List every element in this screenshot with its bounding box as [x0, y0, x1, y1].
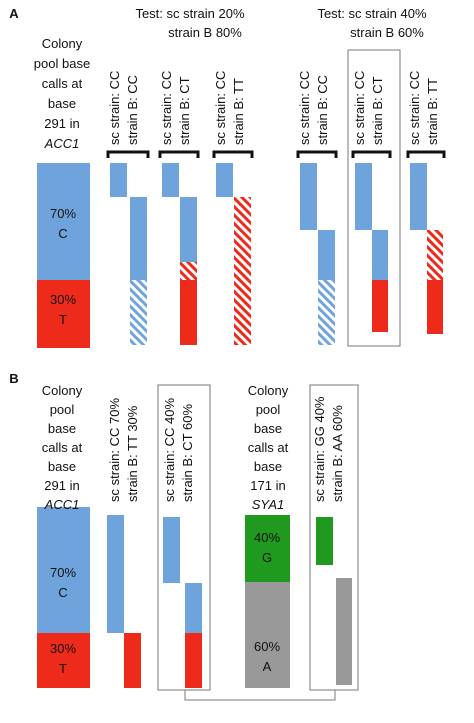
bar	[316, 517, 333, 565]
column-label: strain B: CT	[370, 76, 385, 145]
test-header: strain B 60%	[350, 25, 424, 40]
pool-text: base	[254, 459, 282, 474]
column-label: strain B: CC	[315, 75, 330, 145]
bar	[180, 197, 197, 262]
bar-label: A	[263, 659, 272, 674]
pool-text: 171 in	[250, 478, 285, 493]
column-label: sc strain: CC	[407, 71, 422, 145]
bar	[130, 197, 147, 280]
bar-label: 70%	[50, 206, 76, 221]
pool-text: SYA1	[252, 497, 285, 512]
bar-t	[37, 280, 90, 348]
bar-label: T	[59, 661, 67, 676]
pool-text: pool base	[34, 56, 90, 71]
bar-label: 70%	[50, 565, 76, 580]
bar-label: G	[262, 550, 272, 565]
bar-g	[245, 515, 290, 582]
bar	[234, 197, 251, 345]
highlight-box	[309, 384, 359, 691]
column-label: sc strain: CC	[352, 71, 367, 145]
bar	[110, 163, 127, 197]
pool-text: base	[48, 96, 76, 111]
bar	[107, 515, 124, 633]
bar	[355, 163, 372, 230]
column-label: sc strain: CC 70%	[107, 398, 122, 502]
bar	[130, 280, 147, 345]
pool-text: ACC1	[44, 136, 80, 151]
bar	[427, 230, 443, 280]
column-label: strain B: CT 60%	[180, 404, 195, 502]
bar-a	[245, 582, 290, 688]
test-header: strain B 80%	[168, 25, 242, 40]
panel-label: A	[9, 6, 19, 21]
pool-text: base	[48, 459, 76, 474]
bar-label: 30%	[50, 292, 76, 307]
pool-text: calls at	[42, 440, 83, 455]
pool-text: base	[48, 421, 76, 436]
pool-text: ACC1	[44, 497, 80, 512]
pool-text: calls at	[248, 440, 289, 455]
bracket	[158, 150, 200, 158]
bar-label: T	[59, 312, 67, 327]
pool-text: 291 in	[44, 478, 79, 493]
test-header: Test: sc strain 40%	[317, 6, 427, 21]
column-label: sc strain: CC	[159, 71, 174, 145]
panel-label: B	[9, 371, 18, 386]
bar	[372, 280, 388, 332]
bar	[318, 280, 335, 345]
pool-text: calls at	[42, 76, 83, 91]
bar-label: 40%	[254, 530, 280, 545]
pool-text: Colony	[42, 383, 83, 398]
column-label: strain B: TT	[425, 78, 440, 145]
bar	[216, 163, 233, 197]
pool-text: pool	[50, 402, 75, 417]
bracket	[406, 150, 446, 158]
bar-label: C	[58, 226, 67, 241]
bar	[185, 583, 202, 633]
bar-t	[37, 633, 90, 688]
bar	[372, 230, 388, 280]
column-label: sc strain: GG 40%	[312, 396, 327, 502]
highlight-box	[347, 49, 401, 347]
bar-c	[37, 163, 90, 280]
bar	[162, 163, 179, 197]
bracket	[296, 150, 338, 158]
bar	[300, 163, 317, 230]
column-label: strain B: AA 60%	[330, 405, 345, 502]
bar	[410, 163, 427, 230]
bar-label: 30%	[50, 641, 76, 656]
pool-text: pool	[256, 402, 281, 417]
column-label: sc strain: CC	[297, 71, 312, 145]
bar	[124, 633, 141, 688]
bar	[163, 517, 180, 583]
column-label: sc strain: CC	[107, 71, 122, 145]
bar	[318, 230, 335, 280]
bar	[180, 262, 197, 280]
connector	[184, 690, 336, 701]
column-label: strain B: CT	[177, 76, 192, 145]
highlight-box	[157, 384, 211, 691]
pool-text: Colony	[42, 36, 83, 51]
marks	[37, 49, 443, 701]
column-label: strain B: CC	[125, 75, 140, 145]
bracket	[351, 150, 392, 158]
bar	[185, 633, 202, 688]
column-label: sc strain: CC	[213, 71, 228, 145]
bracket	[106, 150, 150, 158]
pool-text: 291 in	[44, 116, 79, 131]
pool-text: base	[254, 421, 282, 436]
pool-text: Colony	[248, 383, 289, 398]
test-header: Test: sc strain 20%	[135, 6, 245, 21]
column-label: strain B: TT	[231, 78, 246, 145]
bar-label: 60%	[254, 639, 280, 654]
bar-label: C	[58, 585, 67, 600]
column-label: strain B: TT 30%	[125, 405, 140, 502]
bar	[427, 280, 443, 334]
bar-c	[37, 507, 90, 633]
bar	[336, 578, 352, 685]
column-label: sc strain: CC 40%	[162, 398, 177, 502]
bracket	[212, 150, 254, 158]
bar	[180, 280, 197, 345]
